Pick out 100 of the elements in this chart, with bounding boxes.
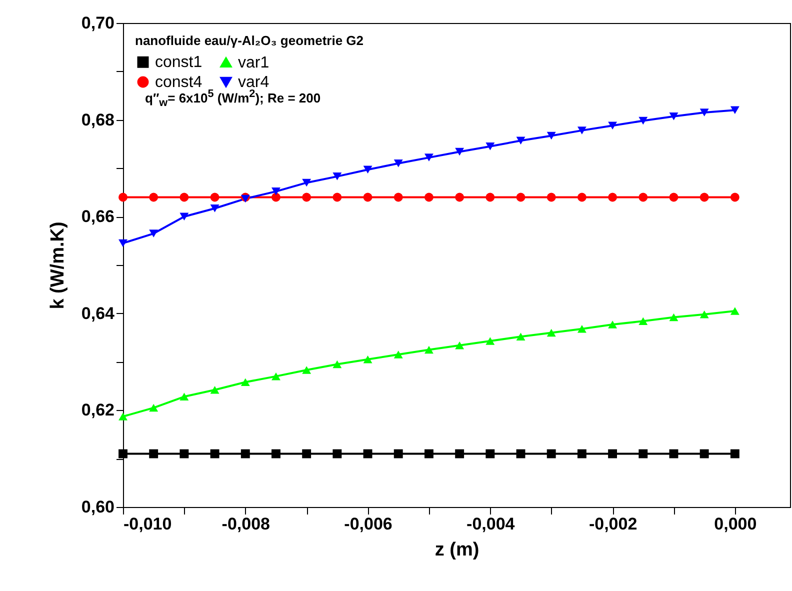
point xyxy=(302,366,312,374)
point xyxy=(669,192,678,202)
point xyxy=(210,204,220,212)
point xyxy=(424,154,434,162)
point xyxy=(118,239,128,248)
point xyxy=(118,449,128,458)
point xyxy=(424,346,434,354)
point xyxy=(730,106,740,114)
point xyxy=(546,132,556,140)
point xyxy=(669,449,678,458)
point xyxy=(730,307,740,315)
point xyxy=(700,449,709,458)
point xyxy=(149,449,158,458)
point xyxy=(363,192,372,202)
point xyxy=(516,449,526,458)
point xyxy=(577,449,586,458)
point xyxy=(486,192,495,202)
legend-label: const1 xyxy=(155,54,202,72)
point xyxy=(332,449,342,458)
point xyxy=(394,192,403,202)
x-tick-label: -0,006 xyxy=(344,514,392,534)
point xyxy=(210,449,220,458)
point xyxy=(149,404,158,412)
x-tick-label: -0,004 xyxy=(466,514,516,534)
y-tick-label: 0,66 xyxy=(81,207,114,226)
point xyxy=(669,112,678,120)
point xyxy=(149,230,158,238)
point xyxy=(608,320,618,328)
point xyxy=(394,159,403,168)
y-tick-label: 0,60 xyxy=(81,498,114,516)
point xyxy=(608,449,618,458)
point xyxy=(149,192,158,202)
point xyxy=(486,337,495,345)
point xyxy=(669,313,678,322)
point xyxy=(577,126,586,134)
x-tick-label: -0,010 xyxy=(124,514,172,534)
point xyxy=(332,172,342,180)
point xyxy=(332,360,342,368)
point xyxy=(516,192,526,202)
point xyxy=(486,142,495,150)
point xyxy=(455,148,464,156)
y-axis-title: k (W/m.K) xyxy=(47,222,68,310)
point xyxy=(210,386,220,394)
annotation: q″$_{w}$= 6x10$^{5}$ (W/m$^{2}$); Re = 200 xyxy=(145,88,321,109)
point xyxy=(424,192,434,202)
point xyxy=(118,412,128,420)
point xyxy=(180,192,189,202)
point xyxy=(180,212,189,220)
point xyxy=(302,192,312,202)
point xyxy=(272,192,280,202)
point xyxy=(455,192,464,202)
legend-label: var1 xyxy=(238,54,270,72)
point xyxy=(638,116,648,125)
point xyxy=(210,192,220,202)
point xyxy=(363,356,372,364)
x-axis-title: z (m) xyxy=(434,540,480,560)
point xyxy=(516,332,526,341)
legend-label: const4 xyxy=(155,74,202,91)
point xyxy=(302,178,312,187)
point xyxy=(546,328,556,337)
y-tick-label: 0,62 xyxy=(81,400,114,420)
point xyxy=(240,449,250,458)
point xyxy=(730,449,740,458)
point xyxy=(486,449,495,458)
legend-title: nanofluide eau/γ-Al₂O₃ geometrie G2 xyxy=(135,33,364,48)
point xyxy=(240,378,250,386)
point xyxy=(363,166,372,174)
point xyxy=(455,449,464,458)
y-tick-label: 0,68 xyxy=(81,110,114,130)
point xyxy=(363,449,372,458)
point xyxy=(638,449,648,458)
point xyxy=(394,449,403,458)
point xyxy=(638,317,648,326)
point xyxy=(302,449,312,458)
point xyxy=(700,192,709,202)
point xyxy=(272,188,280,196)
point xyxy=(546,192,556,202)
point xyxy=(577,192,586,202)
point xyxy=(332,192,342,202)
y-tick-label: 0,64 xyxy=(81,304,116,323)
point xyxy=(700,310,709,318)
point xyxy=(516,136,526,144)
x-tick-label: 0,000 xyxy=(714,514,757,534)
point xyxy=(638,192,648,202)
point xyxy=(577,325,586,333)
x-tick-label: -0,002 xyxy=(588,514,638,534)
point xyxy=(180,392,189,401)
point xyxy=(730,192,740,202)
point xyxy=(546,449,556,458)
point xyxy=(608,122,618,130)
point xyxy=(394,350,403,358)
point xyxy=(424,449,434,458)
point xyxy=(455,341,464,350)
point xyxy=(700,108,709,116)
point xyxy=(118,192,128,202)
y-tick-label: 0,70 xyxy=(81,14,114,32)
point xyxy=(180,449,189,458)
point xyxy=(608,192,618,202)
x-tick-label: -0,008 xyxy=(222,514,270,534)
point xyxy=(272,449,280,458)
